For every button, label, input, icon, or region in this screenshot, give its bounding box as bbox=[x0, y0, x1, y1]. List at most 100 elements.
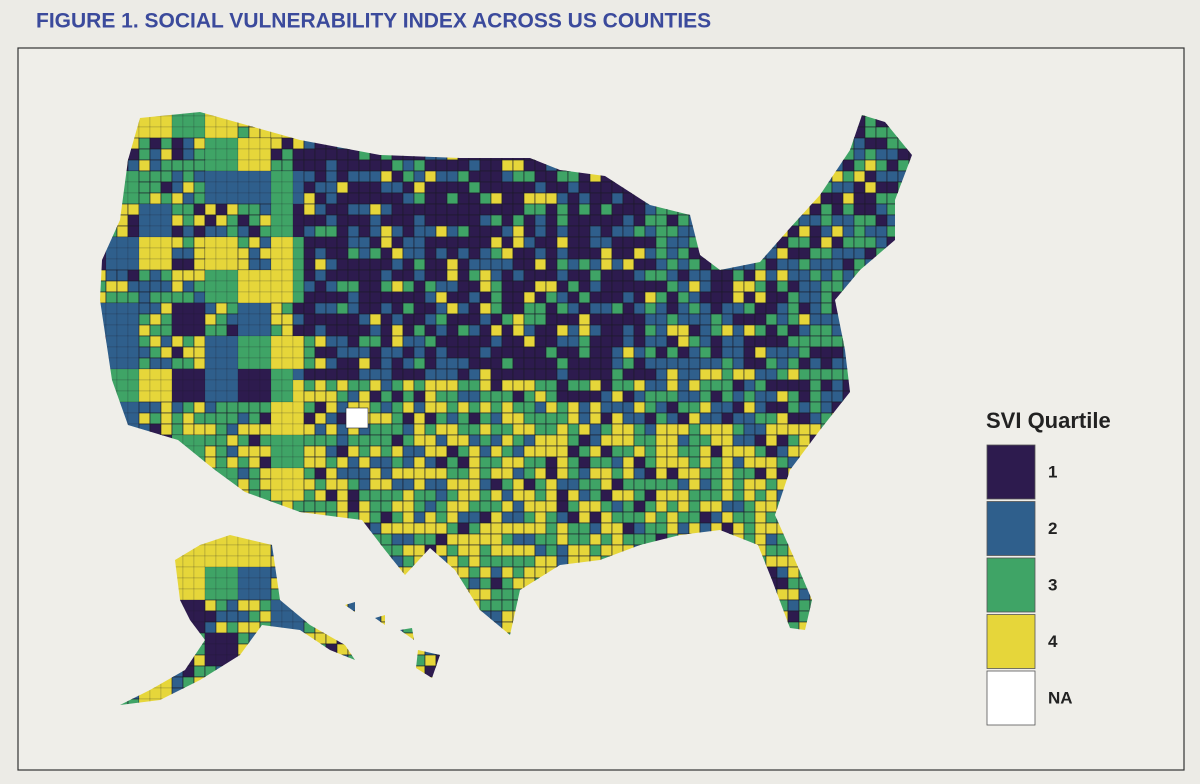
county bbox=[776, 313, 789, 326]
county bbox=[193, 390, 206, 403]
county bbox=[721, 456, 734, 469]
county bbox=[325, 357, 338, 370]
county bbox=[556, 544, 569, 557]
county bbox=[270, 214, 283, 227]
county bbox=[358, 192, 371, 205]
county bbox=[567, 313, 580, 326]
county bbox=[622, 236, 635, 249]
county bbox=[259, 269, 272, 282]
county bbox=[820, 379, 833, 392]
county bbox=[226, 390, 239, 403]
county bbox=[358, 357, 371, 370]
county bbox=[248, 544, 261, 557]
county bbox=[413, 258, 426, 271]
county bbox=[567, 170, 580, 183]
county bbox=[545, 214, 558, 227]
county bbox=[468, 423, 481, 436]
county bbox=[358, 313, 371, 326]
county bbox=[171, 137, 184, 150]
county bbox=[468, 335, 481, 348]
county bbox=[380, 500, 393, 513]
county bbox=[402, 346, 415, 359]
county bbox=[776, 434, 789, 447]
county bbox=[820, 247, 833, 260]
county bbox=[127, 324, 140, 337]
county bbox=[292, 335, 305, 348]
county bbox=[259, 445, 272, 458]
county bbox=[820, 390, 833, 403]
county bbox=[633, 357, 646, 370]
county bbox=[237, 236, 250, 249]
county bbox=[490, 170, 503, 183]
county bbox=[237, 434, 250, 447]
county bbox=[116, 357, 129, 370]
county bbox=[325, 247, 338, 260]
county bbox=[501, 192, 514, 205]
county bbox=[402, 456, 415, 469]
county bbox=[534, 423, 547, 436]
county bbox=[402, 225, 415, 238]
county bbox=[666, 390, 679, 403]
county bbox=[875, 214, 888, 227]
county bbox=[413, 313, 426, 326]
county bbox=[204, 247, 217, 260]
county bbox=[303, 357, 316, 370]
county bbox=[567, 203, 580, 216]
county bbox=[193, 577, 206, 590]
county bbox=[435, 203, 448, 216]
county bbox=[633, 522, 646, 535]
county bbox=[259, 379, 272, 392]
county bbox=[842, 258, 855, 271]
county bbox=[622, 412, 635, 425]
county bbox=[479, 379, 492, 392]
county bbox=[226, 126, 239, 139]
county bbox=[281, 412, 294, 425]
county bbox=[479, 445, 492, 458]
county bbox=[699, 478, 712, 491]
county bbox=[545, 412, 558, 425]
county bbox=[479, 302, 492, 315]
county bbox=[677, 390, 690, 403]
county bbox=[677, 489, 690, 502]
county bbox=[633, 445, 646, 458]
county bbox=[347, 500, 360, 513]
county bbox=[732, 478, 745, 491]
county bbox=[248, 346, 261, 359]
county bbox=[754, 313, 767, 326]
county bbox=[182, 566, 195, 579]
county bbox=[765, 423, 778, 436]
county bbox=[402, 412, 415, 425]
county bbox=[160, 368, 173, 381]
county bbox=[721, 302, 734, 315]
county bbox=[314, 500, 327, 513]
county bbox=[578, 181, 591, 194]
county bbox=[545, 434, 558, 447]
county bbox=[457, 511, 470, 524]
county bbox=[754, 335, 767, 348]
county bbox=[732, 412, 745, 425]
county bbox=[237, 390, 250, 403]
county bbox=[765, 401, 778, 414]
county bbox=[523, 280, 536, 293]
county bbox=[754, 522, 767, 535]
county bbox=[831, 225, 844, 238]
county bbox=[875, 170, 888, 183]
county bbox=[655, 280, 668, 293]
county bbox=[204, 566, 217, 579]
county bbox=[622, 434, 635, 447]
county bbox=[633, 313, 646, 326]
county bbox=[765, 533, 778, 546]
county bbox=[336, 335, 349, 348]
county bbox=[523, 434, 536, 447]
county bbox=[710, 401, 723, 414]
county bbox=[512, 456, 525, 469]
county bbox=[490, 456, 503, 469]
county bbox=[501, 544, 514, 557]
county bbox=[380, 269, 393, 282]
county bbox=[468, 511, 481, 524]
county bbox=[732, 456, 745, 469]
county bbox=[303, 390, 316, 403]
county bbox=[809, 247, 822, 260]
county bbox=[160, 203, 173, 216]
county bbox=[336, 313, 349, 326]
